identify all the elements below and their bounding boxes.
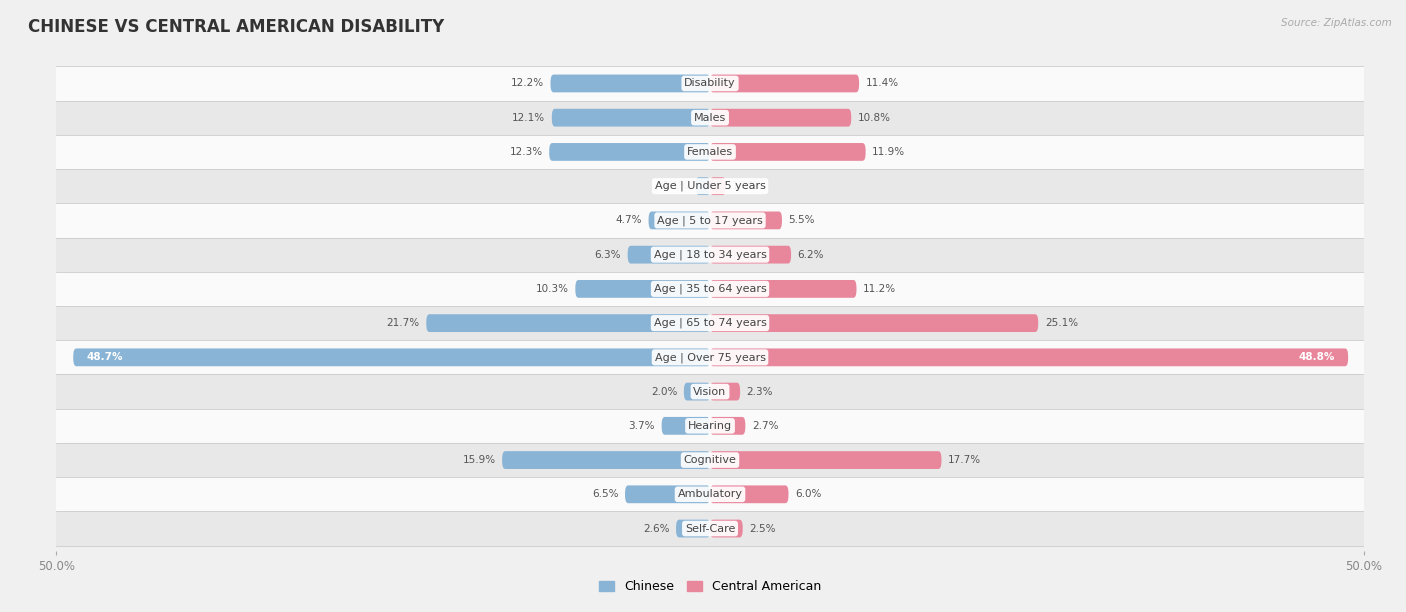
Bar [56,375,1364,409]
Bar [56,443,1364,477]
FancyBboxPatch shape [710,246,792,264]
Text: 2.6%: 2.6% [643,523,669,534]
Text: 2.7%: 2.7% [752,421,779,431]
Bar [56,340,1364,375]
Bar [56,169,1364,203]
Text: 4.7%: 4.7% [616,215,643,225]
Text: 48.7%: 48.7% [86,353,122,362]
Text: Self-Care: Self-Care [685,523,735,534]
FancyBboxPatch shape [710,280,856,298]
Bar [56,135,1364,169]
FancyBboxPatch shape [710,485,789,503]
FancyBboxPatch shape [648,212,710,230]
FancyBboxPatch shape [551,75,710,92]
Text: 25.1%: 25.1% [1045,318,1078,328]
FancyBboxPatch shape [662,417,710,435]
Bar [56,100,1364,135]
Text: Disability: Disability [685,78,735,89]
Text: 11.4%: 11.4% [866,78,898,89]
Text: 10.3%: 10.3% [536,284,569,294]
Text: 10.8%: 10.8% [858,113,891,122]
FancyBboxPatch shape [710,451,942,469]
Text: 48.8%: 48.8% [1299,353,1336,362]
FancyBboxPatch shape [710,143,866,161]
FancyBboxPatch shape [551,109,710,127]
FancyBboxPatch shape [676,520,710,537]
FancyBboxPatch shape [73,348,710,366]
FancyBboxPatch shape [710,417,745,435]
Text: 2.5%: 2.5% [749,523,776,534]
Text: 1.2%: 1.2% [733,181,759,191]
Text: 17.7%: 17.7% [948,455,981,465]
FancyBboxPatch shape [683,382,710,400]
Text: Age | 18 to 34 years: Age | 18 to 34 years [654,250,766,260]
Text: Age | Over 75 years: Age | Over 75 years [655,352,765,362]
FancyBboxPatch shape [627,246,710,264]
Text: Vision: Vision [693,387,727,397]
FancyBboxPatch shape [710,314,1038,332]
Bar [56,409,1364,443]
Bar [56,203,1364,237]
Text: 6.5%: 6.5% [592,490,619,499]
Text: Hearing: Hearing [688,421,733,431]
Text: Age | Under 5 years: Age | Under 5 years [655,181,765,192]
FancyBboxPatch shape [710,109,851,127]
Text: 6.0%: 6.0% [794,490,821,499]
Text: Age | 5 to 17 years: Age | 5 to 17 years [657,215,763,226]
Text: Source: ZipAtlas.com: Source: ZipAtlas.com [1281,18,1392,28]
Bar [56,512,1364,546]
FancyBboxPatch shape [502,451,710,469]
FancyBboxPatch shape [710,212,782,230]
FancyBboxPatch shape [710,177,725,195]
Text: 2.0%: 2.0% [651,387,678,397]
Text: Females: Females [688,147,733,157]
Text: 12.1%: 12.1% [512,113,546,122]
FancyBboxPatch shape [626,485,710,503]
Text: 12.3%: 12.3% [509,147,543,157]
Text: Age | 65 to 74 years: Age | 65 to 74 years [654,318,766,329]
Text: 15.9%: 15.9% [463,455,495,465]
FancyBboxPatch shape [426,314,710,332]
Bar [56,306,1364,340]
Bar [56,477,1364,512]
FancyBboxPatch shape [710,75,859,92]
Text: Age | 35 to 64 years: Age | 35 to 64 years [654,283,766,294]
FancyBboxPatch shape [710,382,740,400]
Bar [56,237,1364,272]
Text: 6.3%: 6.3% [595,250,621,259]
FancyBboxPatch shape [710,520,742,537]
Text: 3.7%: 3.7% [628,421,655,431]
Bar [56,272,1364,306]
Text: 6.2%: 6.2% [797,250,824,259]
FancyBboxPatch shape [696,177,710,195]
Text: 11.9%: 11.9% [872,147,905,157]
Text: 12.2%: 12.2% [510,78,544,89]
Text: 2.3%: 2.3% [747,387,773,397]
Text: 21.7%: 21.7% [387,318,420,328]
Text: Ambulatory: Ambulatory [678,490,742,499]
Text: CHINESE VS CENTRAL AMERICAN DISABILITY: CHINESE VS CENTRAL AMERICAN DISABILITY [28,18,444,36]
FancyBboxPatch shape [550,143,710,161]
FancyBboxPatch shape [710,348,1348,366]
Text: Males: Males [695,113,725,122]
FancyBboxPatch shape [575,280,710,298]
Bar [56,66,1364,100]
Text: 11.2%: 11.2% [863,284,896,294]
Text: 1.1%: 1.1% [662,181,689,191]
Text: 5.5%: 5.5% [789,215,815,225]
Text: Cognitive: Cognitive [683,455,737,465]
Legend: Chinese, Central American: Chinese, Central American [595,575,825,599]
